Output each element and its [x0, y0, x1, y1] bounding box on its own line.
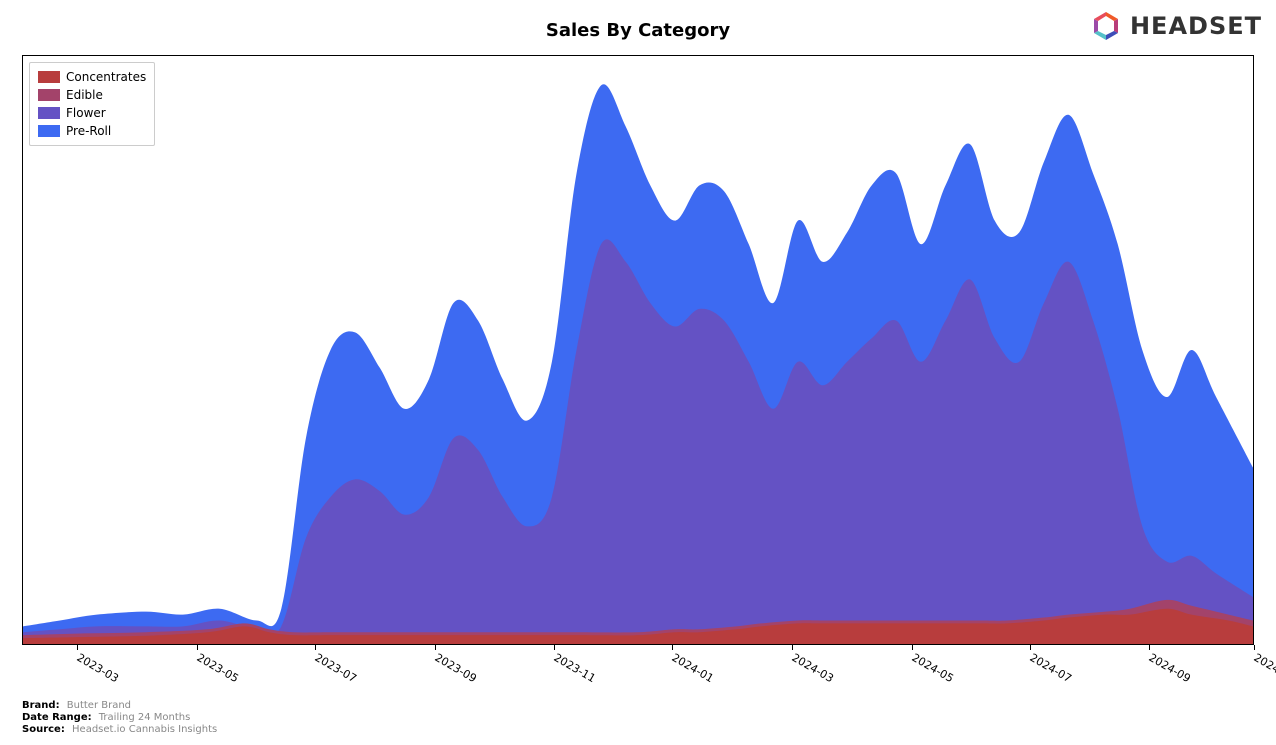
x-tick-label: 2023-11 — [552, 651, 598, 685]
x-tick-mark — [554, 645, 555, 650]
legend-label: Concentrates — [66, 68, 146, 86]
meta-source-label: Source: — [22, 724, 65, 735]
x-tick-label: 2024-09 — [1147, 651, 1193, 685]
meta-brand: Brand: Butter Brand — [22, 700, 217, 712]
legend-item-edible: Edible — [38, 86, 146, 104]
area-chart-svg — [23, 56, 1253, 644]
x-tick-label: 2024-11 — [1252, 651, 1276, 685]
x-tick-label: 2023-03 — [75, 651, 121, 685]
x-tick-mark — [1149, 645, 1150, 650]
chart-container: Sales By Category HEADSET ConcentratesEd… — [0, 0, 1276, 745]
brand-logo: HEADSET — [1088, 8, 1262, 44]
legend-item-flower: Flower — [38, 104, 146, 122]
legend-label: Edible — [66, 86, 103, 104]
x-tick-label: 2024-07 — [1027, 651, 1073, 685]
legend-label: Pre-Roll — [66, 122, 111, 140]
meta-source: Source: Headset.io Cannabis Insights — [22, 724, 217, 736]
meta-range: Date Range: Trailing 24 Months — [22, 712, 217, 724]
logo-text: HEADSET — [1130, 12, 1262, 40]
x-tick-mark — [672, 645, 673, 650]
meta-range-value: Trailing 24 Months — [99, 712, 191, 723]
x-tick-mark — [315, 645, 316, 650]
legend-swatch — [38, 125, 60, 137]
x-tick-mark — [1254, 645, 1255, 650]
x-tick-mark — [435, 645, 436, 650]
x-tick-label: 2023-07 — [313, 651, 359, 685]
x-tick-mark — [197, 645, 198, 650]
x-tick-mark — [912, 645, 913, 650]
legend-swatch — [38, 71, 60, 83]
x-tick-label: 2024-05 — [909, 651, 955, 685]
x-tick-label: 2024-01 — [670, 651, 716, 685]
legend-swatch — [38, 89, 60, 101]
x-tick-mark — [792, 645, 793, 650]
legend-swatch — [38, 107, 60, 119]
area-series-flower — [23, 239, 1253, 644]
meta-brand-value: Butter Brand — [67, 700, 131, 711]
legend: ConcentratesEdibleFlowerPre-Roll — [29, 62, 155, 146]
meta-source-value: Headset.io Cannabis Insights — [72, 724, 217, 735]
x-tick-label: 2023-09 — [432, 651, 478, 685]
headset-logo-icon — [1088, 8, 1124, 44]
legend-item-pre-roll: Pre-Roll — [38, 122, 146, 140]
chart-title: Sales By Category — [0, 20, 1276, 41]
plot-area: ConcentratesEdibleFlowerPre-Roll — [22, 55, 1254, 645]
meta-range-label: Date Range: — [22, 712, 92, 723]
legend-item-concentrates: Concentrates — [38, 68, 146, 86]
chart-metadata: Brand: Butter Brand Date Range: Trailing… — [22, 700, 217, 736]
legend-label: Flower — [66, 104, 106, 122]
x-tick-label: 2023-05 — [194, 651, 240, 685]
x-tick-mark — [1030, 645, 1031, 650]
x-tick-label: 2024-03 — [790, 651, 836, 685]
x-tick-mark — [77, 645, 78, 650]
meta-brand-label: Brand: — [22, 700, 60, 711]
